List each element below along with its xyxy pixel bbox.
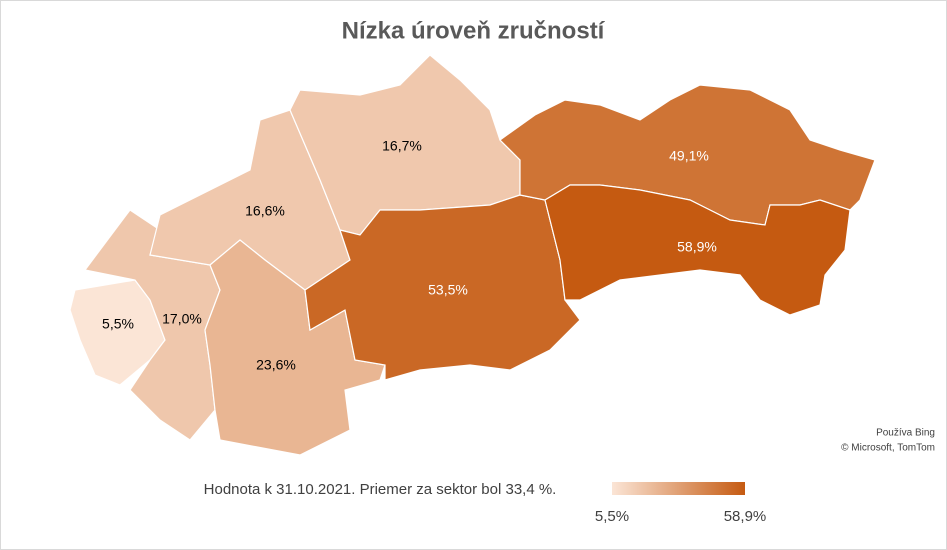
color-scale	[612, 482, 745, 495]
scale-label: 58,9%	[724, 508, 767, 525]
region	[204, 239, 386, 456]
attribution: Používa Bing	[876, 428, 935, 439]
data-label: 5,5%	[102, 316, 134, 332]
region	[304, 194, 581, 381]
data-label: 49,1%	[669, 148, 709, 164]
attribution: © Microsoft, TomTom	[841, 443, 935, 454]
data-label: 16,6%	[245, 203, 285, 219]
data-label: 58,9%	[677, 239, 717, 255]
region	[544, 184, 851, 316]
data-label: 53,5%	[428, 282, 468, 298]
data-label: 16,7%	[382, 138, 422, 154]
data-label: 17,0%	[162, 311, 202, 327]
scale-label: 5,5%	[595, 508, 629, 525]
chart-title: Nízka úroveň zručností	[342, 17, 606, 44]
note: Hodnota k 31.10.2021. Priemer za sektor …	[204, 481, 557, 498]
data-label: 23,6%	[256, 357, 296, 373]
